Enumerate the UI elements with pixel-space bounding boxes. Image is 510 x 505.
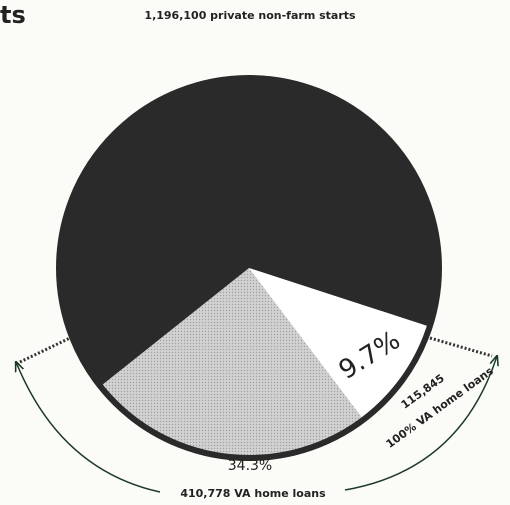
- pie-rim: [56, 75, 442, 461]
- value-label: 34.3%: [228, 458, 272, 474]
- slice-label: 410,778 VA home loans: [180, 487, 326, 500]
- pie: [56, 75, 442, 461]
- dotted-leader: [19, 336, 71, 364]
- arrow-arc: [344, 356, 497, 491]
- arrow-arc: [16, 362, 161, 493]
- pie-slice: [249, 268, 430, 420]
- title-fragment: ts: [0, 1, 26, 29]
- dotted-leader: [429, 336, 493, 358]
- subtitle: 1,196,100 private non-farm starts: [144, 9, 356, 22]
